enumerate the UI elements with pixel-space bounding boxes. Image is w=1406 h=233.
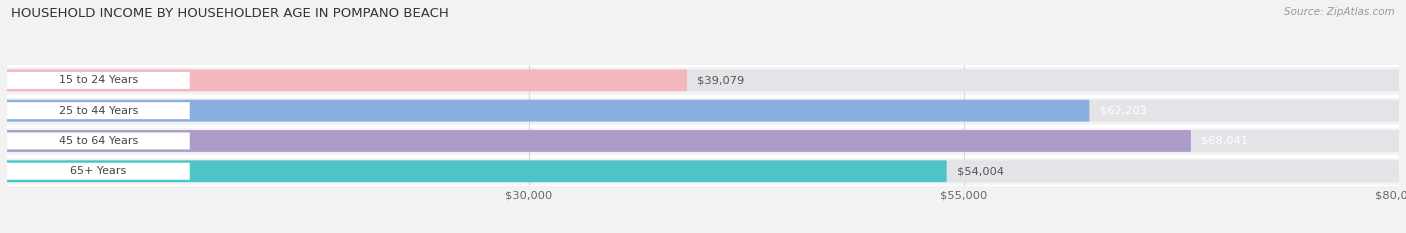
FancyBboxPatch shape: [7, 102, 190, 119]
FancyBboxPatch shape: [7, 160, 946, 182]
Text: 15 to 24 Years: 15 to 24 Years: [59, 75, 138, 85]
Text: $54,004: $54,004: [957, 166, 1004, 176]
Text: $39,079: $39,079: [697, 75, 745, 85]
FancyBboxPatch shape: [7, 72, 190, 89]
Text: 65+ Years: 65+ Years: [70, 166, 127, 176]
FancyBboxPatch shape: [7, 132, 190, 150]
FancyBboxPatch shape: [7, 130, 1399, 152]
FancyBboxPatch shape: [7, 69, 688, 91]
Text: 45 to 64 Years: 45 to 64 Years: [59, 136, 138, 146]
FancyBboxPatch shape: [7, 100, 1090, 122]
Text: 25 to 44 Years: 25 to 44 Years: [59, 106, 138, 116]
Text: Source: ZipAtlas.com: Source: ZipAtlas.com: [1284, 7, 1395, 17]
FancyBboxPatch shape: [7, 100, 1399, 122]
FancyBboxPatch shape: [7, 160, 1399, 182]
Text: $68,041: $68,041: [1201, 136, 1249, 146]
Text: $62,203: $62,203: [1099, 106, 1147, 116]
Text: HOUSEHOLD INCOME BY HOUSEHOLDER AGE IN POMPANO BEACH: HOUSEHOLD INCOME BY HOUSEHOLDER AGE IN P…: [11, 7, 449, 20]
FancyBboxPatch shape: [7, 69, 1399, 91]
FancyBboxPatch shape: [7, 130, 1191, 152]
FancyBboxPatch shape: [7, 163, 190, 180]
